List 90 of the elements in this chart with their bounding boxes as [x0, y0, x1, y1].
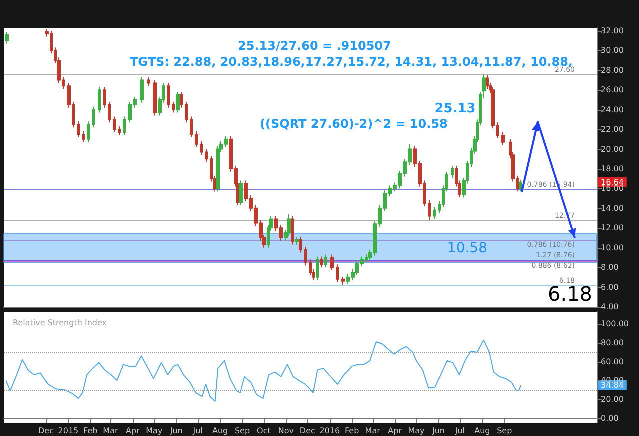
candlestick: [428, 200, 431, 222]
y-tick-label: 4.00: [601, 302, 619, 312]
y-tick-label: 8.00: [601, 263, 619, 272]
candlestick: [341, 276, 345, 286]
candlestick: [291, 216, 294, 246]
x-tick-label: Feb: [84, 426, 98, 436]
candlestick: [336, 264, 339, 283]
y-tick-label: 28.00: [601, 66, 624, 75]
candlestick: [501, 132, 505, 146]
x-tick-label: Jun: [431, 426, 445, 436]
candlestick: [239, 180, 243, 206]
y-tick-label: 20.00: [601, 394, 624, 404]
candlestick: [519, 179, 522, 192]
x-tick-label: Feb: [344, 426, 360, 436]
x-tick-label: May: [408, 426, 426, 436]
candlestick: [324, 254, 327, 268]
annotation: 25.13: [434, 102, 476, 117]
y-tick-label: 26.00: [601, 86, 624, 95]
candlestick: [172, 101, 175, 114]
candlestick: [176, 92, 180, 114]
candlestick: [287, 214, 291, 237]
candlestick: [118, 126, 121, 136]
y-tick-label: 10.00: [601, 243, 624, 252]
annotation: 25.13/27.60 = .910507: [238, 39, 392, 53]
candlestick: [77, 121, 80, 138]
candlestick: [295, 236, 299, 246]
candlestick: [108, 101, 111, 124]
x-tick-label: 2015: [58, 426, 79, 436]
band-label: 10.58: [447, 240, 488, 256]
candlestick: [87, 121, 90, 143]
candlestick: [123, 116, 126, 136]
x-tick-label: Aug: [212, 426, 228, 436]
y-tick-label: 32.00: [601, 26, 624, 36]
y-tick-label: 18.00: [601, 164, 624, 174]
y-tick-label: 14.00: [601, 204, 624, 213]
x-tick-label: Sep: [497, 426, 512, 436]
candlestick: [153, 80, 157, 116]
y-tick-label: 24.00: [601, 105, 624, 114]
candlestick: [216, 146, 220, 192]
candlestick: [486, 74, 489, 90]
candlestick: [185, 101, 188, 124]
candlestick: [205, 148, 208, 163]
x-tick-label: Mar: [103, 426, 119, 436]
text: Relative Strength Index: [13, 318, 108, 328]
candlestick: [330, 254, 334, 272]
candlestick: [190, 116, 193, 138]
candlestick: [92, 106, 95, 128]
candlestick: [299, 236, 302, 254]
candlestick: [180, 92, 183, 108]
y-tick-label: 12.00: [601, 224, 624, 233]
candlestick: [113, 116, 116, 133]
annotation: 6.18: [548, 282, 593, 306]
x-tick-label: Apr: [388, 426, 403, 436]
candlestick: [103, 86, 106, 108]
x-tick-label: Aug: [474, 426, 490, 436]
y-tick-label: 0.00: [601, 414, 619, 423]
candlestick: [82, 131, 85, 143]
x-tick-label: Jul: [454, 426, 466, 436]
candlestick: [316, 256, 319, 281]
x-tick-label: Apr: [126, 426, 141, 436]
candlestick: [5, 31, 9, 44]
y-tick-label: 6.00: [601, 282, 619, 292]
candlestick: [195, 131, 198, 148]
y-tick-label: 80.00: [601, 338, 624, 348]
x-tick-label: Sep: [234, 426, 250, 436]
x-tick-label: May: [146, 426, 163, 436]
x-tick-label: Dec: [38, 426, 54, 436]
y-tick-label: 100.00: [601, 320, 629, 329]
candlestick: [200, 140, 203, 156]
candlestick: [147, 76, 150, 87]
y-tick-label: 20.00: [601, 144, 624, 154]
y-tick-label: 60.00: [601, 357, 624, 366]
x-tick-label: Mar: [365, 426, 382, 436]
candlestick: [140, 76, 144, 104]
x-tick-label: Nov: [278, 426, 294, 436]
x-tick-label: Dec: [300, 426, 316, 436]
candlestick: [304, 246, 307, 266]
x-tick-label: Jul: [192, 426, 203, 436]
annotation: ((SQRT 27.60)-2)^2 = 10.58: [260, 117, 448, 131]
x-tick-label: Oct: [257, 426, 271, 436]
candlestick: [451, 166, 454, 178]
candlestick: [320, 256, 323, 268]
y-tick-label: 30.00: [601, 46, 624, 56]
y-tick-label: 22.00: [601, 125, 624, 134]
candlestick: [98, 86, 101, 114]
x-tick-label: Jun: [169, 426, 183, 436]
line-series: [6, 340, 522, 402]
x-tick-label: 2016: [320, 426, 340, 436]
candlestick: [433, 206, 436, 220]
candlestick: [167, 82, 170, 108]
